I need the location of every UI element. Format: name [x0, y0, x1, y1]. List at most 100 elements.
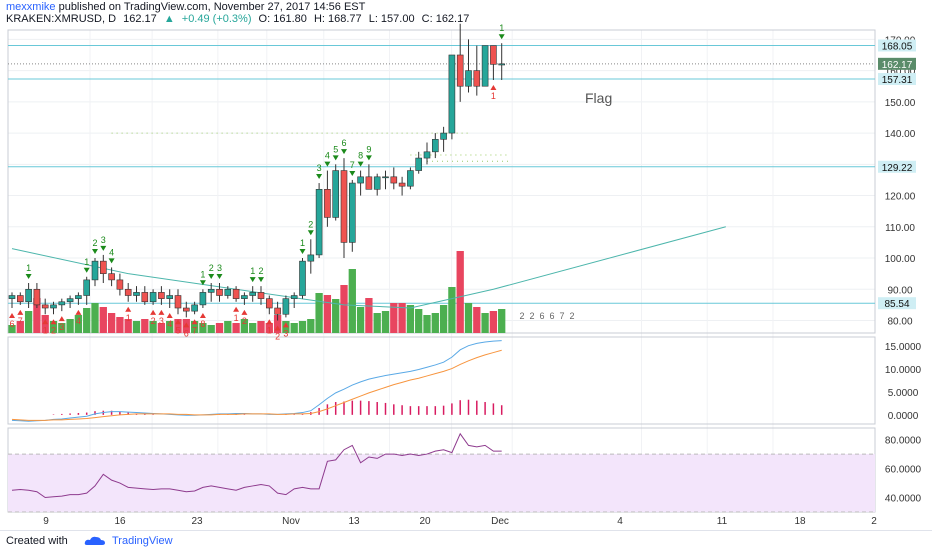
volume-bar — [439, 305, 448, 333]
td-future-count: 6 — [539, 311, 544, 321]
td-count-down: 1 — [126, 313, 131, 323]
td-count-down: 4 — [167, 319, 172, 329]
td-down-arrow-icon — [92, 249, 98, 255]
candle-body — [232, 288, 240, 299]
td-down-arrow-icon — [249, 277, 256, 283]
candle-body — [473, 70, 481, 87]
td-count-up: 5 — [333, 144, 338, 154]
volume-bars — [8, 251, 506, 333]
volume-bar — [381, 311, 390, 333]
horizontal-levels[interactable] — [8, 44, 875, 304]
volume-bar — [348, 269, 356, 333]
td-count-up: 2 — [308, 219, 313, 229]
candle-body — [431, 139, 439, 153]
candle-body — [116, 279, 124, 290]
symbol-name[interactable]: KRAKEN:XMRUSD, D — [6, 13, 117, 25]
low-value: L: 157.00 — [368, 13, 415, 25]
candle-body — [332, 170, 340, 218]
flag-annotation[interactable]: Flag — [585, 90, 612, 106]
candle-body — [66, 298, 74, 303]
last-price-text: 162.17 — [882, 60, 913, 71]
price-tick-label: 100.00 — [885, 254, 916, 265]
candle-body — [166, 295, 173, 299]
candle-body — [16, 295, 24, 303]
candle-body — [274, 307, 281, 315]
volume-bar — [124, 319, 132, 333]
td-count-up: 1 — [26, 263, 31, 273]
author-link[interactable]: mexxmike — [6, 1, 56, 13]
time-axis[interactable]: 9 16 23 Nov 13 20 Dec 4 11 18 2 — [43, 516, 877, 527]
candle-body — [498, 63, 506, 66]
candle-body — [33, 288, 41, 306]
price-tick-label: 110.00 — [885, 223, 915, 234]
volume-bar — [464, 303, 473, 333]
time-tick-label: 13 — [348, 516, 360, 527]
td-up-arrow-icon — [490, 84, 497, 90]
td-count-up: 7 — [350, 160, 355, 170]
td-up-arrow-icon — [9, 313, 15, 319]
td-down-arrow-icon — [199, 280, 206, 286]
candle-body — [100, 260, 107, 274]
macd-line — [11, 340, 502, 422]
time-tick-label: 20 — [419, 516, 431, 527]
td-down-arrow-icon — [208, 274, 215, 280]
td-up-arrow-icon — [166, 313, 173, 319]
macd-tick-label: 5.0000 — [888, 388, 919, 399]
volume-bar — [91, 303, 99, 333]
td-down-arrow-icon — [332, 155, 339, 161]
volume-bar — [323, 295, 332, 333]
price-tick-label: 160.00 — [885, 67, 916, 78]
candle-body — [373, 176, 381, 190]
candle-body — [324, 189, 331, 218]
volume-bar — [406, 305, 415, 333]
volume-bar — [265, 323, 273, 333]
tradingview-brand[interactable]: TradingView — [112, 535, 173, 547]
td-up-arrow-icon — [241, 309, 248, 315]
candle-body — [307, 254, 315, 262]
volume-bar — [33, 298, 41, 333]
macd-tick-label: 10.0000 — [885, 365, 922, 376]
volume-bar — [415, 309, 423, 333]
level-price-text: 157.31 — [882, 75, 913, 86]
volume-bar — [249, 323, 257, 333]
td-up-arrow-icon — [75, 309, 82, 315]
volume-bar — [99, 307, 107, 333]
chart-header: mexxmike published on TradingView.com, N… — [0, 0, 932, 28]
published-text: published on TradingView.com, November 2… — [58, 1, 366, 13]
volume-bar — [107, 313, 116, 333]
td-count-up: 1 — [300, 238, 305, 248]
td-count-down: 6 — [184, 328, 189, 338]
price-axis[interactable]: 170.00160.00150.00140.00130.00120.00110.… — [878, 35, 916, 328]
candle-body — [58, 301, 66, 306]
td-up-arrow-icon — [282, 322, 289, 328]
td-up-arrow-icon — [150, 309, 157, 315]
candle-body — [407, 170, 414, 187]
volume-bar — [307, 319, 315, 333]
sma-line — [11, 226, 726, 309]
volume-bar — [58, 323, 66, 333]
volume-bar — [116, 317, 124, 333]
td-down-arrow-icon — [258, 277, 264, 283]
td-down-arrow-icon — [365, 155, 372, 161]
td-down-arrow-icon — [299, 249, 306, 255]
price-tick-label: 120.00 — [885, 192, 916, 203]
candle-body — [241, 295, 248, 299]
time-tick-label: 9 — [43, 516, 49, 527]
volume-bar — [456, 251, 464, 333]
candle-body — [158, 292, 165, 299]
td-future-count: 2 — [569, 311, 574, 321]
candle-body — [249, 292, 256, 296]
volume-bar — [232, 323, 240, 333]
candle-body — [465, 70, 472, 87]
volume-bar — [66, 319, 74, 333]
td-count-down: 5 — [175, 325, 180, 335]
macd-signal-line — [11, 349, 502, 421]
volume-bar — [448, 287, 456, 333]
td-count-up: 4 — [325, 151, 330, 161]
td-count-up: 3 — [217, 263, 222, 273]
publish-line: mexxmike published on TradingView.com, N… — [6, 1, 365, 13]
volume-bar — [157, 323, 166, 333]
td-down-arrow-icon — [341, 149, 347, 155]
candle-body — [265, 298, 273, 309]
